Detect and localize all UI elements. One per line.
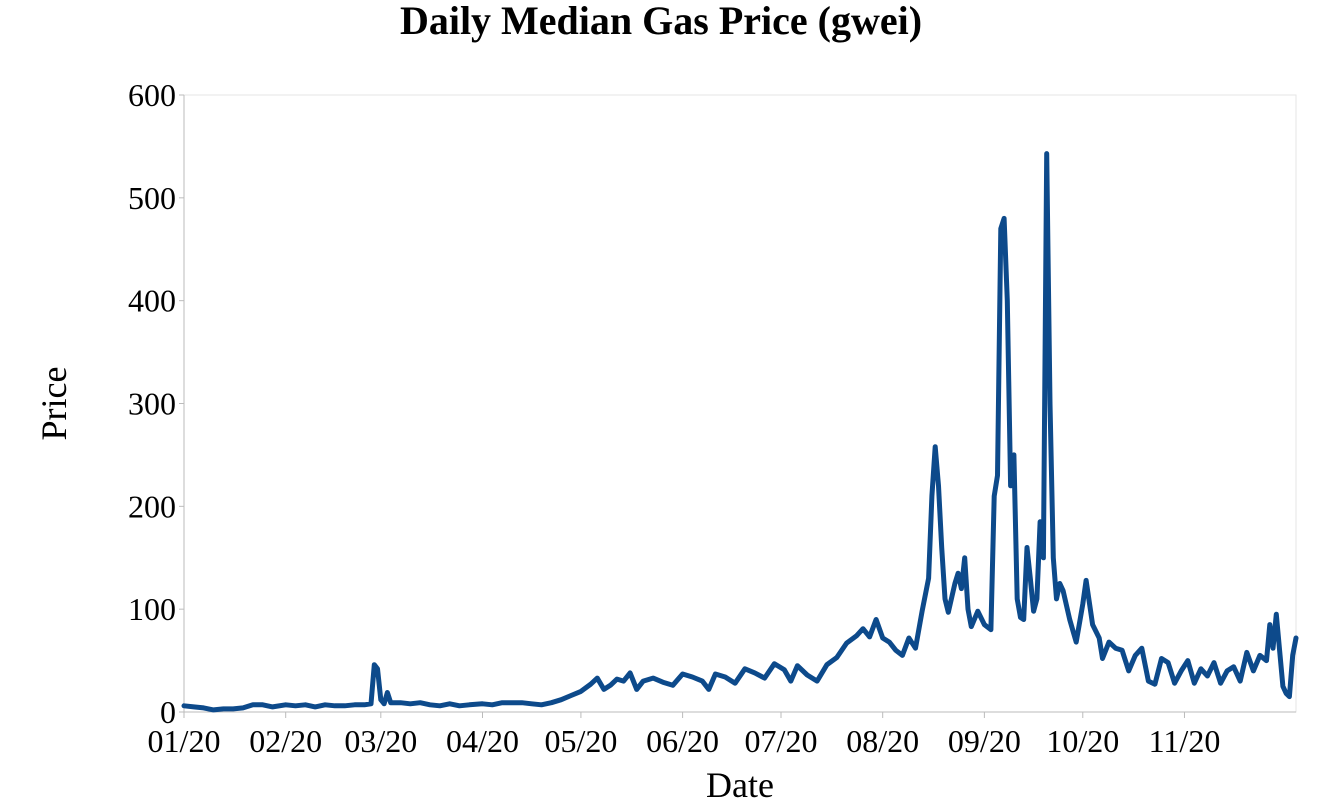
x-tick-label: 10/20 [1046,723,1119,759]
y-axis-label: Price [34,367,74,441]
plot-area [183,94,1297,713]
x-tick-label: 08/20 [846,723,919,759]
chart-title: Daily Median Gas Price (gwei) [399,0,923,43]
x-tick-label: 05/20 [544,723,617,759]
y-tick-label: 300 [128,386,176,422]
x-tick-label: 11/20 [1149,723,1221,759]
x-tick-label: 04/20 [446,723,519,759]
x-tick-label: 07/20 [745,723,818,759]
y-tick-label: 400 [128,283,176,319]
y-axis-ticks: 0 100 200 300 400 500 600 [128,77,184,730]
x-tick-label: 03/20 [344,723,417,759]
x-axis-label: Date [706,765,774,805]
y-tick-label: 600 [128,77,176,113]
y-tick-label: 500 [128,180,176,216]
x-tick-label: 06/20 [646,723,719,759]
x-tick-label: 01/20 [148,723,221,759]
y-tick-label: 100 [128,591,176,627]
x-tick-label: 02/20 [249,723,322,759]
x-axis-ticks: 01/20 02/20 03/20 04/20 05/20 06/20 07/20 08/20… [148,712,1221,759]
series-line [181,151,1299,713]
y-tick-label: 200 [128,488,176,524]
x-tick-label: 09/20 [948,723,1021,759]
y-tick-label: 0 [160,694,176,730]
